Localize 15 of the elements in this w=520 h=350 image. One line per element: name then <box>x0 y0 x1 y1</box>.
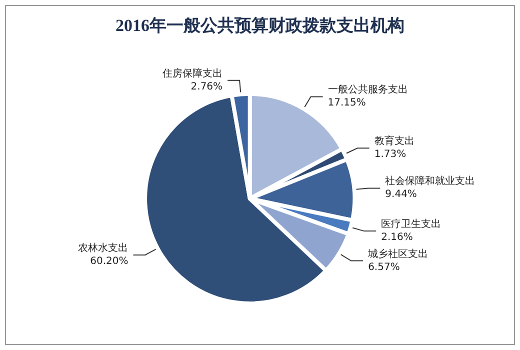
data-label: 6.57% <box>368 262 400 273</box>
slice-label: 农林水支出 <box>78 242 128 254</box>
slice-label: 住房保障支出 <box>162 67 223 80</box>
slice-label: 一般公共服务支出 <box>328 84 408 96</box>
slice-label: 城乡社区支出 <box>367 248 428 260</box>
chart-title: 2016年一般公共预算财政拨款支出机构 <box>116 16 404 35</box>
data-label: 2.16% <box>381 232 413 244</box>
data-label: 2.76% <box>190 81 223 92</box>
data-label: 9.44% <box>385 189 417 200</box>
slice-label: 社会保障和就业支出 <box>385 175 476 188</box>
slice-label: 教育支出 <box>374 135 414 148</box>
data-label: 17.15% <box>328 98 366 109</box>
data-label: 1.73% <box>374 149 406 160</box>
slice-label: 医疗卫生支出 <box>381 218 442 230</box>
data-label: 60.20% <box>90 256 128 267</box>
